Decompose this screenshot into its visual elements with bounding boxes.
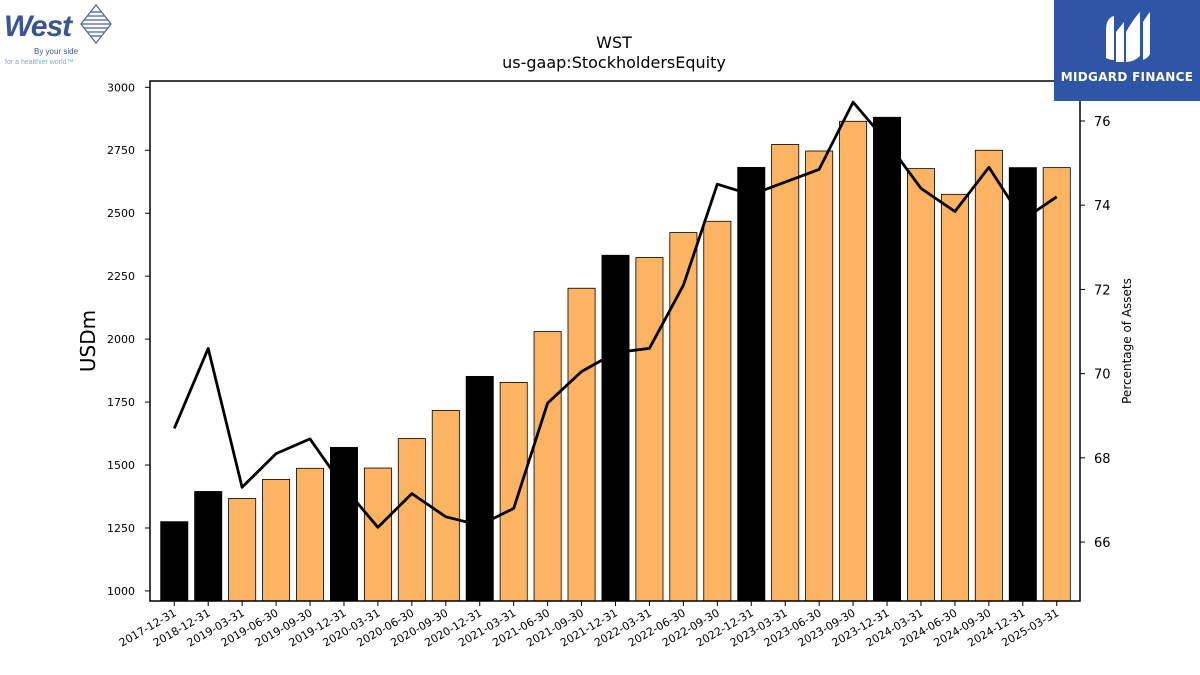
bar-2019-03-31 xyxy=(228,498,257,602)
bar-2022-12-31 xyxy=(737,166,766,602)
y2-tick-label: 66 xyxy=(1094,536,1111,551)
bar-2022-09-30 xyxy=(703,220,732,602)
y-axis-label: USDm xyxy=(76,310,100,372)
bar-2019-12-31 xyxy=(329,446,358,602)
y2-axis-label: Percentage of Assets xyxy=(1120,278,1134,404)
bar-2020-03-31 xyxy=(363,467,392,602)
bar-2019-09-30 xyxy=(296,467,325,602)
bar-2021-06-30 xyxy=(533,331,562,602)
bar-2020-12-31 xyxy=(465,375,494,602)
bar-2022-06-30 xyxy=(669,232,698,602)
bar-2024-06-30 xyxy=(940,193,969,602)
bar-2025-03-31 xyxy=(1042,167,1071,602)
chart-title: WST xyxy=(596,33,632,52)
bar-2023-09-30 xyxy=(839,120,868,602)
midgard-finance-logo: MIDGARD FINANCE xyxy=(1054,0,1200,101)
y-axis: 1000 1250 1500 1750 2000 2250 2500 2750 3000 xyxy=(107,81,150,598)
bar-2023-12-31 xyxy=(873,116,902,602)
y-tick-label: 1500 xyxy=(107,459,135,472)
west-logo-tagline: By your side xyxy=(34,47,79,56)
y-tick-label: 1250 xyxy=(107,522,135,535)
midgard-logo-mark-icon xyxy=(1106,12,1150,62)
y2-tick-label: 68 xyxy=(1094,452,1111,467)
bar-2023-06-30 xyxy=(805,150,834,602)
bar-2021-12-31 xyxy=(601,254,630,602)
y-tick-label: 1000 xyxy=(107,585,135,598)
x-axis: 2017-12-312018-12-312019-03-312019-06-30… xyxy=(117,601,1061,650)
bar-series xyxy=(160,116,1071,602)
bar-2023-03-31 xyxy=(771,144,800,602)
y-tick-label: 2000 xyxy=(107,333,135,346)
line-series xyxy=(173,100,1058,529)
bar-2020-06-30 xyxy=(397,438,426,602)
west-logo-tagline-2: for a healthier world™ xyxy=(5,59,73,66)
bar-2018-12-31 xyxy=(194,491,223,602)
y-tick-label: 2750 xyxy=(107,144,135,157)
y-tick-label: 2250 xyxy=(107,270,135,283)
bar-2020-09-30 xyxy=(431,409,460,602)
y-tick-label: 1750 xyxy=(107,396,135,409)
y2-tick-label: 70 xyxy=(1094,368,1111,383)
y2-tick-label: 74 xyxy=(1094,199,1111,214)
west-logo-emblem-icon xyxy=(80,4,112,44)
bar-2017-12-31 xyxy=(160,521,189,602)
bar-2024-12-31 xyxy=(1008,167,1037,602)
bar-2022-03-31 xyxy=(635,257,664,602)
y2-tick-label: 76 xyxy=(1094,115,1111,130)
percentage-of-assets-line xyxy=(173,100,1058,529)
midgard-logo-text: MIDGARD FINANCE xyxy=(1060,70,1194,84)
y2-tick-label: 72 xyxy=(1094,283,1111,298)
bar-2024-03-31 xyxy=(906,168,935,602)
bar-2019-06-30 xyxy=(262,478,291,602)
y-tick-label: 2500 xyxy=(107,207,135,220)
bar-2024-09-30 xyxy=(974,149,1003,602)
bar-2021-03-31 xyxy=(499,382,528,602)
west-logo-wordmark: West xyxy=(4,10,74,43)
bar-2021-09-30 xyxy=(567,287,596,602)
y2-axis: 66 68 70 72 74 76 xyxy=(1080,115,1111,551)
west-logo: West By your side for a healthier world™ xyxy=(0,0,118,72)
y-tick-label: 3000 xyxy=(107,81,135,94)
chart-subtitle: us-gaap:StockholdersEquity xyxy=(502,53,726,72)
